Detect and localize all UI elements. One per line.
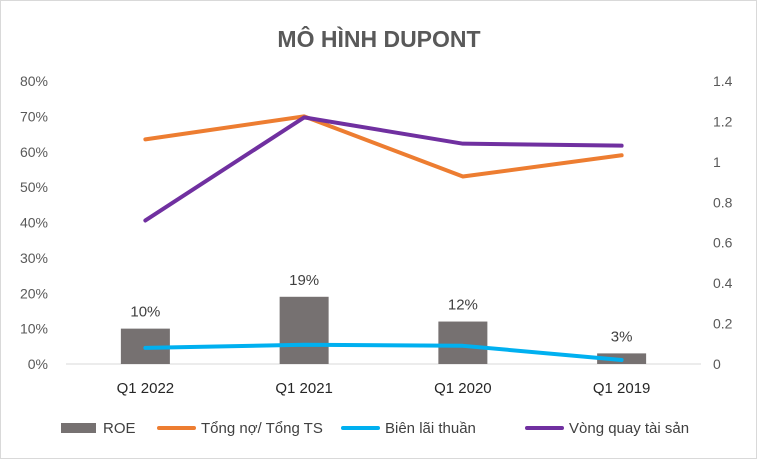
y-right-tick-label: 1.2 xyxy=(713,113,733,129)
y-left-tick-label: 40% xyxy=(20,215,48,231)
legend-swatch-roe xyxy=(61,423,96,433)
chart-title: MÔ HÌNH DUPONT xyxy=(277,25,480,52)
y-left-tick-label: 70% xyxy=(20,108,48,124)
roe-data-label: 19% xyxy=(289,272,319,289)
y-left-tick-label: 30% xyxy=(20,250,48,266)
y-left-tick-label: 80% xyxy=(20,73,48,89)
legend-label: ROE xyxy=(103,420,136,437)
legend-label: Tổng nợ/ Tổng TS xyxy=(201,420,323,437)
y-right-tick-label: 1.4 xyxy=(713,73,733,89)
y-right-tick-label: 0 xyxy=(713,356,721,372)
legend-label: Vòng quay tài sản xyxy=(569,420,689,437)
roe-bar xyxy=(279,296,329,364)
y-left-tick-label: 50% xyxy=(20,179,48,195)
y-left-tick-label: 60% xyxy=(20,144,48,160)
legend-label: Biên lãi thuần xyxy=(385,420,476,437)
x-category-label: Q1 2022 xyxy=(117,380,175,397)
x-category-label: Q1 2020 xyxy=(434,380,492,397)
roe-data-label: 3% xyxy=(611,328,633,345)
y-right-tick-label: 0.8 xyxy=(713,194,733,210)
y-right-tick-label: 0.6 xyxy=(713,235,733,251)
y-left-tick-label: 0% xyxy=(28,356,48,372)
net-margin-line xyxy=(143,342,624,362)
roe-data-label: 10% xyxy=(130,304,160,321)
y-right-tick-label: 0.2 xyxy=(713,316,733,332)
roe-data-label: 12% xyxy=(448,297,478,314)
y-left-tick-label: 10% xyxy=(20,321,48,337)
x-category-label: Q1 2019 xyxy=(593,380,651,397)
asset-turnover-line xyxy=(143,115,624,223)
debt-to-assets-line xyxy=(143,114,624,179)
x-category-label: Q1 2021 xyxy=(275,380,333,397)
roe-bar xyxy=(438,321,488,364)
y-right-tick-label: 0.4 xyxy=(713,275,733,291)
y-right-tick-label: 1 xyxy=(713,154,721,170)
y-left-tick-label: 20% xyxy=(20,285,48,301)
